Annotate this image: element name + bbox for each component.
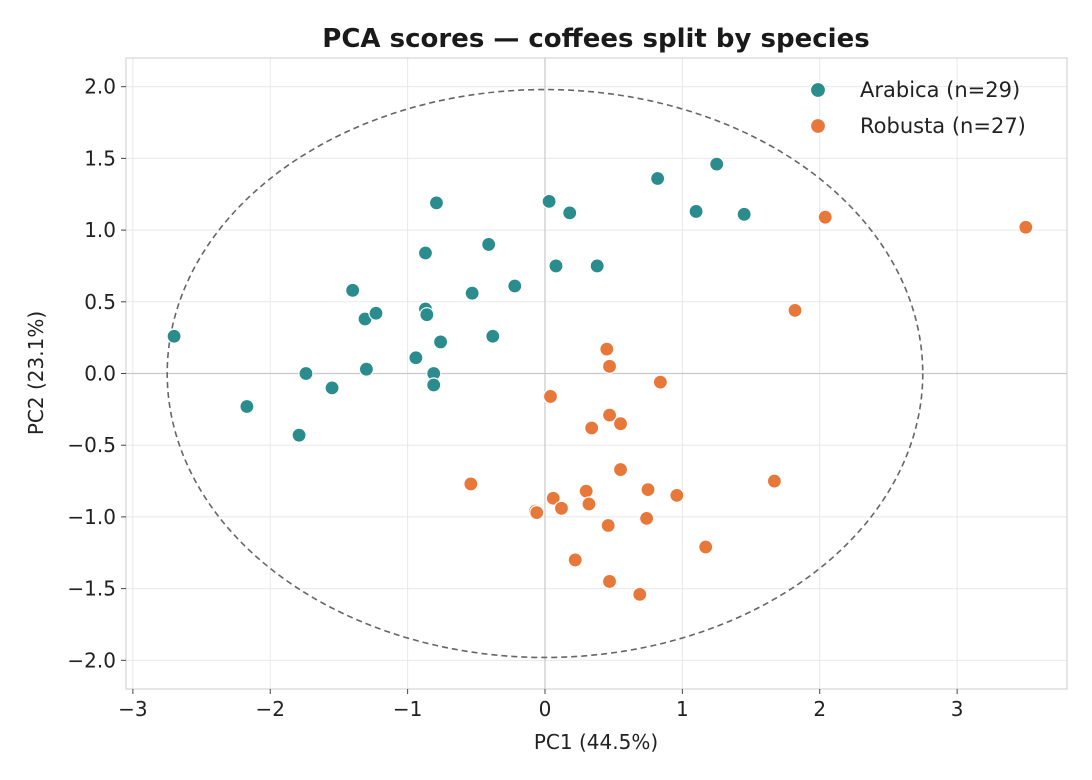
y-tick-label: 1.0 <box>84 218 116 242</box>
arabica-point <box>464 285 480 301</box>
reference-lines <box>126 58 1067 689</box>
arabica-series <box>166 156 752 443</box>
robusta-point <box>584 420 600 436</box>
confidence-ellipse <box>166 88 924 659</box>
legend-marker-arabica <box>809 81 827 99</box>
arabica-point <box>368 305 384 321</box>
arabica-point <box>688 203 704 220</box>
arabica-point <box>417 245 434 261</box>
x-tick-label: 3 <box>951 697 964 721</box>
legend: Arabica (n=29) Robusta (n=27) <box>809 78 1026 138</box>
robusta-point <box>567 552 583 568</box>
robusta-point <box>652 374 668 390</box>
robusta-point <box>1018 219 1034 235</box>
robusta-point <box>639 510 655 526</box>
x-tick-label: 1 <box>676 697 689 721</box>
y-tick-label: 0.5 <box>84 290 116 314</box>
robusta-point <box>632 586 648 602</box>
robusta-point <box>817 209 833 225</box>
y-tick-label: 1.5 <box>84 146 116 170</box>
robusta-point <box>542 388 559 405</box>
robusta-point <box>601 358 618 374</box>
arabica-point <box>239 398 255 415</box>
robusta-point <box>601 573 618 590</box>
robusta-point <box>553 500 570 516</box>
x-tick-label: −2 <box>255 697 284 721</box>
arabica-point <box>426 377 442 393</box>
x-tick-label: 2 <box>813 697 826 721</box>
y-tick-label: 0.0 <box>84 362 116 386</box>
y-tick-label: −1.5 <box>67 577 116 601</box>
robusta-point <box>600 517 616 534</box>
arabica-point <box>589 258 605 274</box>
arabica-point <box>358 361 375 377</box>
arabica-point <box>428 195 445 211</box>
robusta-point <box>529 505 545 521</box>
robusta-point <box>669 487 685 503</box>
robusta-point <box>578 483 594 499</box>
x-tick-label: 0 <box>539 697 552 721</box>
robusta-point <box>612 461 629 478</box>
y-tick-label: 2.0 <box>84 75 116 99</box>
x-tick-label: −3 <box>118 697 147 721</box>
robusta-point <box>640 482 656 498</box>
y-axis-ticks: −2.0 −1.5 −1.0 −0.5 0.0 0.5 1.0 1.5 2.0 <box>67 75 126 672</box>
arabica-point <box>481 236 497 253</box>
robusta-series <box>463 209 1034 602</box>
robusta-point <box>787 302 803 318</box>
arabica-point <box>345 282 361 298</box>
legend-label-arabica: Arabica (n=29) <box>860 78 1020 102</box>
legend-label-robusta: Robusta (n=27) <box>860 114 1026 138</box>
y-tick-label: −1.0 <box>67 505 116 529</box>
arabica-point <box>507 278 523 294</box>
arabica-point <box>419 307 435 323</box>
robusta-point <box>766 473 782 489</box>
arabica-point <box>408 350 424 366</box>
arabica-point <box>736 206 752 222</box>
y-tick-label: −2.0 <box>67 648 116 672</box>
arabica-point <box>709 156 725 172</box>
robusta-point <box>545 490 561 506</box>
y-axis-label: PC2 (23.1%) <box>24 311 48 435</box>
robusta-point <box>463 476 479 492</box>
arabica-point <box>650 170 666 187</box>
robusta-point <box>581 496 597 512</box>
x-axis-ticks: −3 −2 −1 0 1 2 3 <box>118 689 963 721</box>
robusta-point <box>698 539 714 555</box>
data-points <box>166 156 1034 602</box>
x-tick-label: −1 <box>393 697 422 721</box>
legend-marker-robusta <box>809 117 827 135</box>
arabica-point <box>485 328 501 344</box>
robusta-point <box>599 341 615 357</box>
arabica-point <box>324 380 340 396</box>
x-axis-label: PC1 (44.5%) <box>534 730 658 754</box>
chart-title: PCA scores — coffees split by species <box>322 24 869 54</box>
arabica-point <box>298 365 314 382</box>
robusta-point <box>601 407 618 423</box>
arabica-point <box>432 334 449 350</box>
y-tick-label: −0.5 <box>67 433 116 457</box>
confidence-ellipse-group <box>166 88 924 659</box>
robusta-point <box>612 416 629 432</box>
arabica-point <box>562 205 578 221</box>
arabica-point <box>541 193 557 210</box>
arabica-point <box>166 328 182 344</box>
arabica-point <box>291 427 307 443</box>
arabica-point <box>548 258 564 274</box>
